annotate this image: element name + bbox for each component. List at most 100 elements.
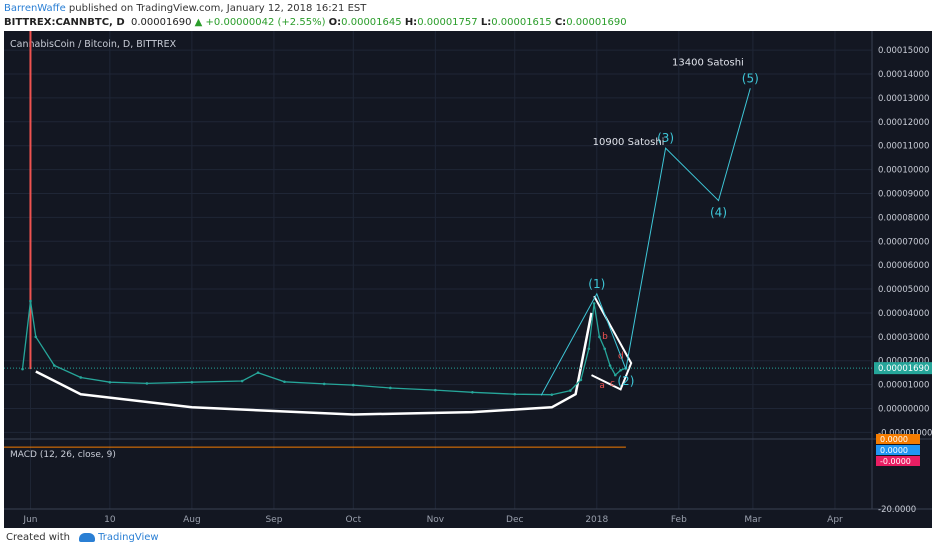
ticker-info: BITTREX:CANNBTC, D 0.00001690 ▲ +0.00000…	[4, 17, 627, 28]
chart-title: CannabisCoin / Bitcoin, D, BITTREX	[10, 39, 177, 50]
macd-value-tag	[876, 456, 920, 466]
macd-value-tag	[876, 434, 920, 444]
x-tick-label: Oct	[346, 515, 362, 525]
wave-label: (4)	[710, 206, 727, 220]
price-point	[569, 389, 572, 392]
price-point	[614, 373, 617, 377]
wave-label: (5)	[742, 71, 759, 85]
open-label: O:	[328, 17, 342, 28]
author-link[interactable]: BarrenWaffe	[4, 3, 66, 14]
price-point	[587, 347, 591, 351]
close-value: 0.00001690	[566, 17, 627, 28]
chart-svg[interactable]: Jun 10 Aug Sep Oct Nov Dec 2018 Feb Mar Apr 0.00015…	[4, 31, 932, 528]
last-price-tag	[874, 362, 932, 375]
wave-label: (3)	[657, 131, 674, 145]
tradingview-link[interactable]: TradingView	[98, 532, 159, 543]
x-tick-label: 2018	[585, 515, 608, 525]
y-tick-label: 0.00010000	[878, 166, 929, 176]
tradingview-logo-icon	[79, 532, 96, 542]
price-point	[471, 390, 474, 394]
y-tick-label: 0.00001000	[878, 381, 929, 391]
macd-title: MACD (12, 26, close, 9)	[10, 450, 116, 460]
x-tick-label: Jun	[22, 515, 37, 525]
y-tick-label: 0.00009000	[878, 189, 929, 199]
high-label: H:	[404, 17, 418, 28]
y-tick-label: -0.00001000	[878, 428, 932, 438]
symbol: BITTREX:CANNBTC, D	[4, 17, 125, 28]
y-tick-label: 0.00002000	[878, 357, 929, 367]
price-point	[322, 382, 326, 386]
price-point	[389, 386, 392, 390]
y-tick-label: 0.00011000	[878, 142, 929, 152]
price-point	[608, 364, 612, 367]
y-tick-label: 0.00000000	[878, 405, 929, 415]
price-point	[434, 388, 437, 392]
price-point	[603, 347, 607, 351]
chart-area[interactable]: Jun 10 Aug Sep Oct Nov Dec 2018 Feb Mar Apr 0.00015…	[4, 31, 932, 528]
x-tick-label: Feb	[671, 515, 687, 525]
y-tick-label: 0.00003000	[878, 333, 929, 343]
y-tick-label: 0.00006000	[878, 261, 929, 271]
price-point	[592, 302, 596, 305]
target-annotation: 13400 Satoshi	[672, 58, 744, 69]
footer: Created with TradingView	[6, 532, 159, 543]
x-tick-label: Nov	[427, 515, 445, 525]
price-point	[79, 376, 83, 379]
macd-value-label: 0.0000	[880, 446, 908, 455]
created-with: Created with	[6, 532, 70, 543]
published-info: BarrenWaffe published on TradingView.com…	[4, 3, 366, 14]
last-price: 0.00001690	[131, 17, 192, 28]
price-point	[352, 383, 355, 387]
wave-label: (2)	[617, 374, 634, 388]
base-curve-annotation	[35, 312, 593, 416]
price-point	[283, 380, 286, 384]
y-tick-label: 0.00012000	[878, 118, 929, 128]
change: +0.00000042 (+2.55%)	[205, 17, 326, 28]
close-label: C:	[554, 17, 567, 28]
high-value: 0.00001757	[417, 17, 478, 28]
price-point	[579, 378, 583, 382]
x-tick-label: Dec	[506, 515, 523, 525]
abcd-label: a	[599, 381, 605, 391]
price-point	[513, 392, 517, 396]
wave-projection-line	[540, 88, 751, 396]
price-point	[240, 379, 244, 383]
y-tick-label: 0.00013000	[878, 94, 929, 104]
open-value: 0.00001645	[341, 17, 402, 28]
macd-value-tag	[876, 445, 920, 455]
price-point	[21, 367, 24, 371]
x-tick-label: 10	[104, 515, 116, 525]
price-point	[108, 380, 112, 384]
x-tick-label: Aug	[183, 515, 201, 525]
chart-background	[4, 31, 932, 528]
published-text: published on TradingView.com, January 12…	[68, 3, 367, 14]
y-tick-label: 0.00015000	[878, 46, 929, 56]
y-tick-label: 0.00008000	[878, 213, 929, 223]
price-series-line	[21, 300, 627, 396]
y-tick-label: 0.00005000	[878, 285, 929, 295]
x-tick-label: Apr	[827, 515, 843, 525]
price-point	[29, 299, 32, 303]
x-tick-label: Sep	[265, 515, 282, 525]
macd-value-label: 0.0000	[880, 435, 908, 444]
price-point	[598, 335, 601, 339]
price-point	[190, 380, 194, 384]
macd-value-label: -0.0000	[880, 457, 911, 466]
wave-label: (1)	[588, 277, 605, 291]
low-value: 0.00001615	[491, 17, 552, 28]
triangle-annotation	[591, 295, 633, 391]
price-point	[550, 393, 554, 396]
abcd-label: c	[610, 379, 615, 389]
price-point	[619, 368, 622, 372]
low-label: L:	[480, 17, 492, 28]
last-price-label: 0.00001690	[878, 364, 929, 374]
price-point	[145, 382, 149, 385]
abcd-label: b	[602, 332, 608, 342]
change-arrow-icon: ▲	[194, 17, 203, 28]
price-point	[52, 364, 56, 367]
price-point	[34, 335, 38, 339]
price-point	[256, 371, 260, 374]
x-tick-label: Mar	[744, 515, 761, 525]
target-annotation: 10900 Satoshi	[593, 137, 665, 148]
y-tick-label: 0.00014000	[878, 70, 929, 80]
